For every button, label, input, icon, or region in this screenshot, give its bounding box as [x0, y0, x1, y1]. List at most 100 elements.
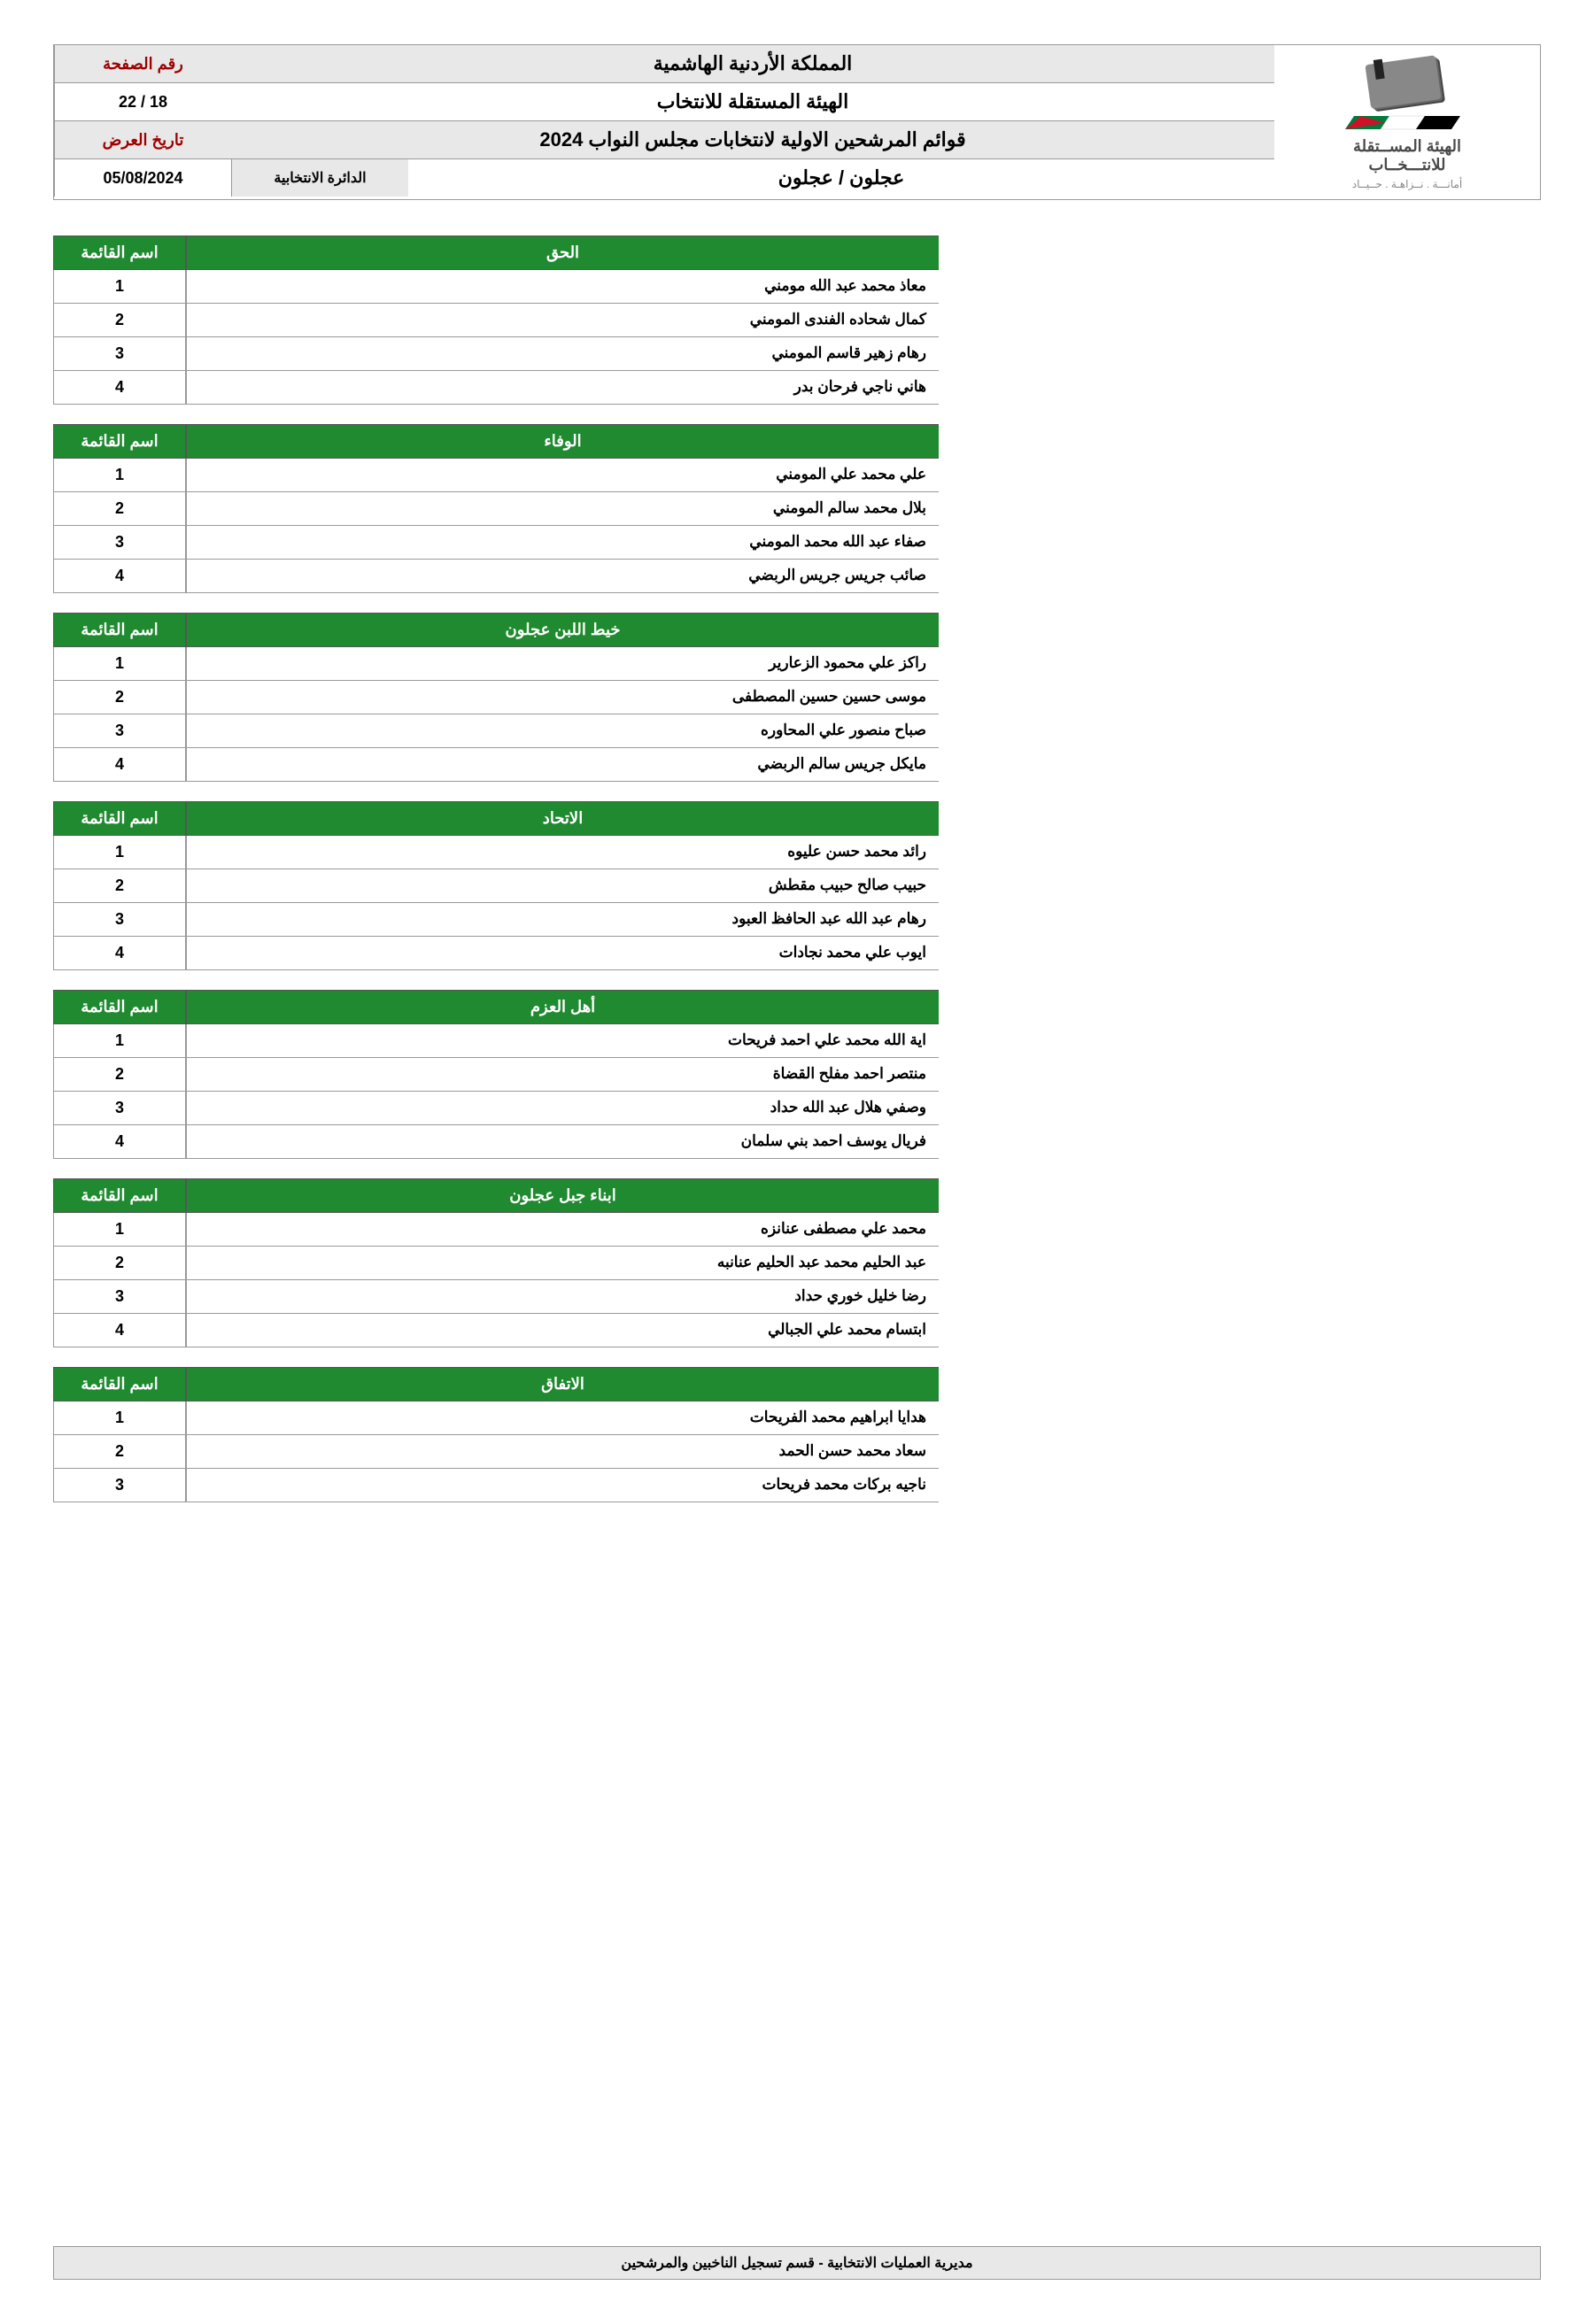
- candidate-number: 4: [53, 1125, 186, 1159]
- candidate-list-block: اسم القائمةأهل العزم1اية الله محمد علي ا…: [53, 990, 939, 1159]
- iec-logo-icon: [1345, 54, 1469, 134]
- candidate-number: 3: [53, 1280, 186, 1314]
- candidate-name: علي محمد علي المومني: [186, 459, 939, 492]
- candidate-name: رهام زهير قاسم المومني: [186, 337, 939, 371]
- list-header-name: الاتحاد: [186, 801, 939, 836]
- country-title: المملكة الأردنية الهاشمية: [231, 45, 1274, 82]
- candidate-name: صباح منصور علي المحاوره: [186, 714, 939, 748]
- list-header-name: أهل العزم: [186, 990, 939, 1024]
- candidate-name: سعاد محمد حسن الحمد: [186, 1435, 939, 1469]
- candidate-row: 3صفاء عبد الله محمد المومني: [53, 526, 939, 560]
- list-header-name: الحق: [186, 235, 939, 270]
- candidate-number: 3: [53, 526, 186, 560]
- document-header: رقم الصفحة المملكة الأردنية الهاشمية 18 …: [53, 44, 1541, 200]
- candidate-lists-area: اسم القائمةالحق1معاذ محمد عبد الله مومني…: [53, 235, 939, 1502]
- candidate-row: 4ايوب علي محمد نجادات: [53, 937, 939, 970]
- district-value: عجلون / عجلون: [408, 159, 1274, 197]
- candidate-name: فريال يوسف احمد بني سلمان: [186, 1125, 939, 1159]
- candidate-name: كمال شحاده الفندى المومني: [186, 304, 939, 337]
- list-header: اسم القائمةابناء جبل عجلون: [53, 1178, 939, 1213]
- list-header-num-label: اسم القائمة: [53, 1367, 186, 1401]
- candidate-number: 4: [53, 748, 186, 782]
- list-header-name: الاتفاق: [186, 1367, 939, 1401]
- footer: مديرية العمليات الانتخابية - قسم تسجيل ا…: [53, 2246, 1541, 2280]
- logo-text-main: الهيئة المســتقلة: [1353, 137, 1461, 156]
- date-value: 05/08/2024: [54, 159, 231, 197]
- candidate-row: 3ناجيه بركات محمد فريحات: [53, 1469, 939, 1502]
- candidate-number: 1: [53, 1213, 186, 1247]
- candidate-name: رائد محمد حسن عليوه: [186, 836, 939, 869]
- candidate-name: رهام عبد الله عبد الحافظ العبود: [186, 903, 939, 937]
- candidate-row: 1راكز علي محمود الزعارير: [53, 647, 939, 681]
- candidate-number: 3: [53, 1092, 186, 1125]
- list-header-num-label: اسم القائمة: [53, 424, 186, 459]
- candidate-number: 2: [53, 681, 186, 714]
- candidate-row: 2حبيب صالح حبيب مقطش: [53, 869, 939, 903]
- candidate-name: رضا خليل خوري حداد: [186, 1280, 939, 1314]
- candidate-number: 1: [53, 270, 186, 304]
- candidate-row: 3رضا خليل خوري حداد: [53, 1280, 939, 1314]
- list-header-name: الوفاء: [186, 424, 939, 459]
- candidate-number: 3: [53, 1469, 186, 1502]
- candidate-row: 2منتصر احمد مفلح القضاة: [53, 1058, 939, 1092]
- candidate-number: 2: [53, 492, 186, 526]
- candidate-name: عبد الحليم محمد عبد الحليم عنانبه: [186, 1247, 939, 1280]
- candidate-name: مايكل جريس سالم الربضي: [186, 748, 939, 782]
- logo-text-sub: للانتـــخــاب: [1368, 156, 1445, 174]
- candidate-row: 1محمد علي مصطفى عنانزه: [53, 1213, 939, 1247]
- candidate-name: راكز علي محمود الزعارير: [186, 647, 939, 681]
- list-header: اسم القائمةالاتفاق: [53, 1367, 939, 1401]
- candidate-row: 1رائد محمد حسن عليوه: [53, 836, 939, 869]
- candidate-name: هاني ناجي فرحان بدر: [186, 371, 939, 405]
- list-header: اسم القائمةالاتحاد: [53, 801, 939, 836]
- candidate-number: 1: [53, 647, 186, 681]
- date-label: تاريخ العرض: [54, 121, 231, 158]
- list-header: اسم القائمةالوفاء: [53, 424, 939, 459]
- candidate-number: 1: [53, 836, 186, 869]
- page-number-value: 18 / 22: [54, 83, 231, 120]
- candidate-row: 1اية الله محمد علي احمد فريحات: [53, 1024, 939, 1058]
- list-header-num-label: اسم القائمة: [53, 613, 186, 647]
- candidate-row: 2موسى حسين حسين المصطفى: [53, 681, 939, 714]
- candidate-name: صائب جريس جريس الربضي: [186, 560, 939, 593]
- candidate-list-block: اسم القائمةالاتحاد1رائد محمد حسن عليوه2ح…: [53, 801, 939, 970]
- candidate-row: 4مايكل جريس سالم الربضي: [53, 748, 939, 782]
- candidate-number: 2: [53, 1435, 186, 1469]
- list-header: اسم القائمةأهل العزم: [53, 990, 939, 1024]
- candidate-row: 4هاني ناجي فرحان بدر: [53, 371, 939, 405]
- candidate-number: 2: [53, 1247, 186, 1280]
- candidate-row: 2عبد الحليم محمد عبد الحليم عنانبه: [53, 1247, 939, 1280]
- candidate-number: 3: [53, 337, 186, 371]
- list-header-num-label: اسم القائمة: [53, 990, 186, 1024]
- org-title: الهيئة المستقلة للانتخاب: [231, 83, 1274, 120]
- candidate-row: 1معاذ محمد عبد الله مومني: [53, 270, 939, 304]
- list-header-num-label: اسم القائمة: [53, 1178, 186, 1213]
- candidate-name: صفاء عبد الله محمد المومني: [186, 526, 939, 560]
- candidate-name: حبيب صالح حبيب مقطش: [186, 869, 939, 903]
- candidate-row: 2بلال محمد سالم المومني: [53, 492, 939, 526]
- candidate-number: 3: [53, 714, 186, 748]
- candidate-name: ابتسام محمد علي الجبالي: [186, 1314, 939, 1347]
- candidate-row: 2سعاد محمد حسن الحمد: [53, 1435, 939, 1469]
- candidate-list-block: اسم القائمةابناء جبل عجلون1محمد علي مصطف…: [53, 1178, 939, 1347]
- candidate-row: 1هدايا ابراهيم محمد الفريحات: [53, 1401, 939, 1435]
- candidate-number: 1: [53, 1401, 186, 1435]
- candidate-name: بلال محمد سالم المومني: [186, 492, 939, 526]
- candidate-row: 1علي محمد علي المومني: [53, 459, 939, 492]
- logo-cell: الهيئة المســتقلة للانتـــخــاب أمانـــة…: [1274, 45, 1540, 199]
- candidate-name: اية الله محمد علي احمد فريحات: [186, 1024, 939, 1058]
- candidate-number: 2: [53, 869, 186, 903]
- candidate-row: 4صائب جريس جريس الربضي: [53, 560, 939, 593]
- candidate-name: ايوب علي محمد نجادات: [186, 937, 939, 970]
- candidate-list-block: اسم القائمةالحق1معاذ محمد عبد الله مومني…: [53, 235, 939, 405]
- candidate-number: 2: [53, 304, 186, 337]
- candidate-number: 1: [53, 459, 186, 492]
- list-header-num-label: اسم القائمة: [53, 235, 186, 270]
- candidate-row: 4ابتسام محمد علي الجبالي: [53, 1314, 939, 1347]
- candidate-name: معاذ محمد عبد الله مومني: [186, 270, 939, 304]
- candidate-row: 2كمال شحاده الفندى المومني: [53, 304, 939, 337]
- candidate-number: 4: [53, 937, 186, 970]
- candidate-name: محمد علي مصطفى عنانزه: [186, 1213, 939, 1247]
- list-header-name: ابناء جبل عجلون: [186, 1178, 939, 1213]
- candidate-name: ناجيه بركات محمد فريحات: [186, 1469, 939, 1502]
